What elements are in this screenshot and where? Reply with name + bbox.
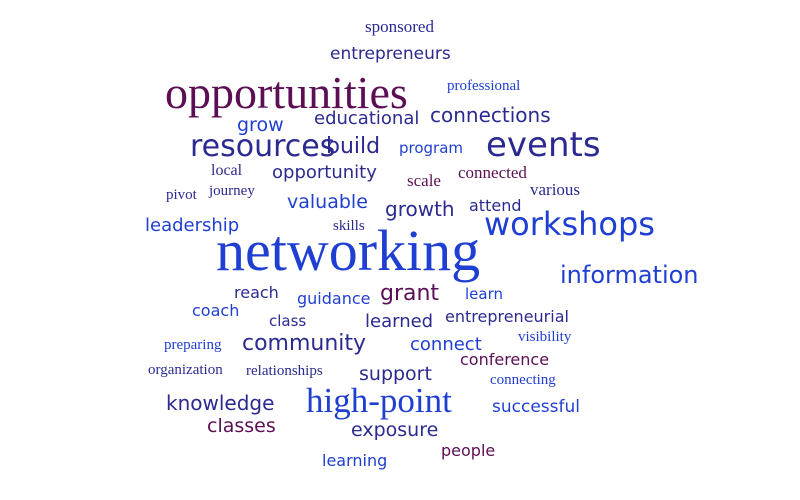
word-journey: journey: [209, 183, 255, 199]
word-connecting: connecting: [490, 372, 556, 388]
word-build: build: [326, 134, 381, 159]
word-classes: classes: [207, 415, 276, 437]
word-networking: networking: [216, 218, 481, 283]
word-educational: educational: [314, 108, 420, 129]
word-exposure: exposure: [351, 419, 439, 441]
word-skills: skills: [333, 218, 365, 234]
word-valuable: valuable: [287, 191, 368, 213]
word-grant: grant: [380, 281, 440, 306]
word-connected: connected: [458, 163, 527, 182]
word-entrepreneurial: entrepreneurial: [445, 307, 569, 326]
word-entrepreneurs: entrepreneurs: [330, 44, 451, 64]
word-attend: attend: [469, 196, 522, 215]
word-coach: coach: [192, 301, 240, 320]
word-community: community: [242, 331, 367, 356]
word-organization: organization: [148, 362, 223, 378]
word-sponsored: sponsored: [365, 17, 434, 36]
word-visibility: visibility: [518, 329, 572, 345]
word-learned: learned: [365, 311, 434, 332]
word-scale: scale: [407, 171, 441, 190]
word-class: class: [269, 312, 307, 330]
word-local: local: [211, 162, 243, 179]
word-reach: reach: [234, 283, 279, 302]
word-high-point: high-point: [306, 381, 452, 420]
word-guidance: guidance: [297, 289, 371, 308]
word-professional: professional: [447, 78, 521, 94]
word-grow: grow: [237, 114, 284, 136]
word-successful: successful: [492, 397, 580, 417]
word-preparing: preparing: [164, 337, 222, 353]
word-relationships: relationships: [246, 363, 323, 379]
word-pivot: pivot: [166, 187, 197, 203]
word-leadership: leadership: [145, 215, 240, 236]
word-support: support: [359, 363, 432, 385]
word-resources: resources: [190, 129, 336, 164]
word-program: program: [399, 139, 464, 157]
word-various: various: [530, 180, 581, 199]
word-connections: connections: [430, 103, 551, 127]
word-learn: learn: [465, 285, 503, 303]
word-knowledge: knowledge: [166, 391, 275, 415]
word-opportunity: opportunity: [272, 162, 377, 183]
word-opportunities: opportunities: [165, 67, 408, 118]
word-events: events: [486, 125, 601, 165]
word-information: information: [560, 261, 699, 289]
word-connect: connect: [410, 334, 482, 355]
word-conference: conference: [460, 350, 550, 369]
word-people: people: [441, 441, 496, 460]
word-growth: growth: [385, 197, 455, 221]
word-learning: learning: [322, 451, 388, 470]
word-workshops: workshops: [484, 205, 655, 243]
